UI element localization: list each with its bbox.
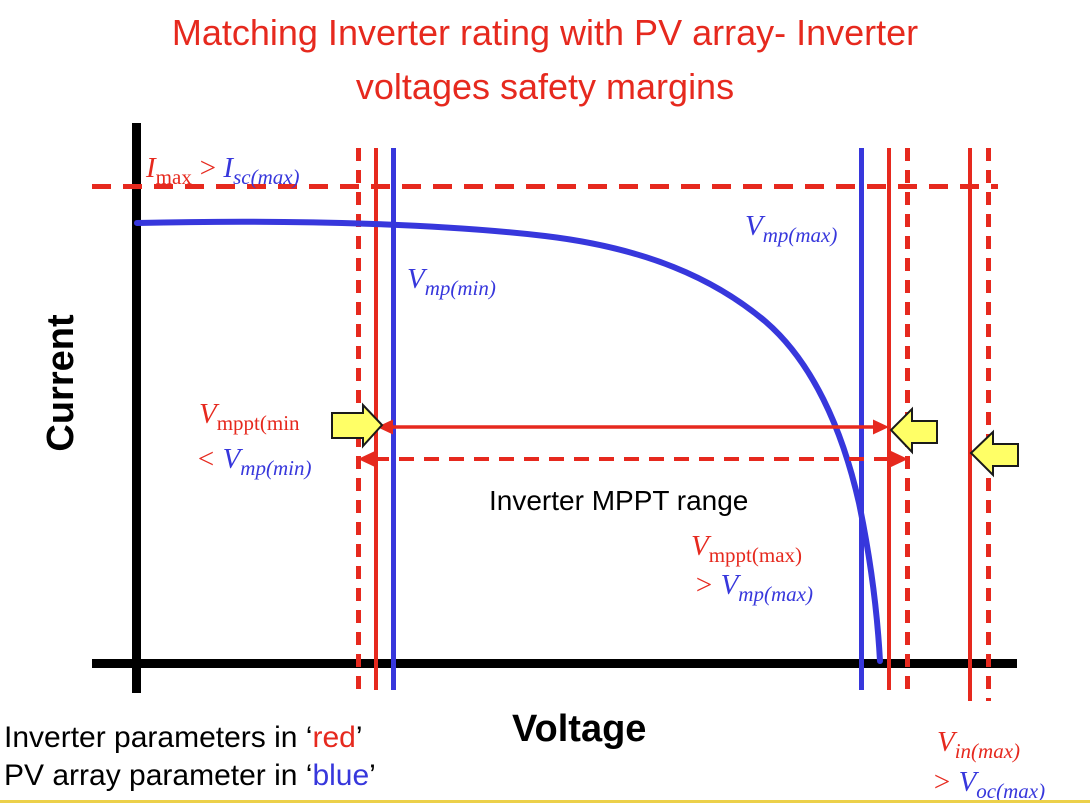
vmppt-min-base: V	[199, 398, 217, 430]
mppt-margin-dashed-arrow	[358, 450, 908, 468]
vmppt-min-label-line2: < Vmp(min)	[196, 443, 311, 478]
vmppt-max-label-line2: > Vmp(max)	[694, 569, 813, 604]
legend-line-1-word: red	[312, 721, 356, 754]
vmp-max-sub: mp(max)	[762, 222, 838, 247]
vmp-min-sub: mp(min)	[424, 275, 496, 300]
imax-operator: >	[197, 152, 218, 184]
legend-line-2-prefix: PV array parameter in ‘	[4, 759, 313, 792]
x-axis	[92, 659, 1017, 668]
isc-base: I	[223, 152, 234, 184]
vmp-min-vline	[391, 148, 396, 690]
vmppt-max-vline	[887, 148, 891, 690]
vmp-max2-base: V	[720, 569, 739, 601]
slide-title: Matching Inverter rating with PV array- …	[0, 6, 1090, 114]
vmppt-max-base: V	[691, 530, 709, 562]
x-axis-label: Voltage	[512, 708, 647, 750]
vmp-max-vline	[859, 148, 864, 690]
mppt-range-label: Inverter MPPT range	[489, 485, 749, 516]
vmp-min-base: V	[407, 263, 425, 295]
legend-line-2-suffix: ’	[369, 759, 376, 792]
isc-sub: sc(max)	[233, 164, 300, 189]
vmppt-min-label: Vmppt(min	[199, 398, 300, 433]
vin-max-operator: >	[932, 766, 952, 798]
vmppt-max-label: Vmppt(max)	[691, 530, 802, 565]
vmppt-min-operator: <	[196, 443, 216, 475]
vmp-max-label: Vmp(max)	[745, 210, 837, 245]
vin-max-label-line2: > Voc(max)	[932, 766, 1045, 801]
block-arrow-right-icon	[331, 402, 384, 449]
y-axis	[132, 123, 141, 693]
imax-limit-dashed-line	[92, 184, 998, 189]
block-arrow-left-icon-2	[969, 429, 1019, 478]
block-arrow-left-icon	[889, 406, 938, 455]
vin-max-vline	[968, 148, 972, 701]
vin-max-base: V	[937, 726, 955, 758]
slide-title-line-2: voltages safety margins	[355, 66, 735, 107]
vmp-max2-sub: mp(max)	[738, 581, 813, 606]
legend-line-1-suffix: ’	[355, 721, 363, 754]
legend-line-2-word: blue	[312, 759, 370, 792]
slide-title-line-1: Matching Inverter rating with PV array- …	[171, 12, 919, 53]
vmp-min-label: Vmp(min)	[407, 263, 496, 298]
margin-dashed-vline-right	[986, 148, 991, 701]
imax-base: I	[146, 152, 156, 184]
legend-line-2: PV array parameter in ‘blue’	[4, 759, 376, 793]
slide-bottom-rule	[0, 800, 1090, 803]
vmp-min2-sub: mp(min)	[240, 455, 312, 480]
vin-max-label: Vin(max)	[937, 726, 1020, 761]
voc-max-sub: oc(max)	[976, 778, 1046, 803]
legend-line-1-prefix: Inverter parameters in ‘	[4, 721, 313, 754]
vmppt-min-sub: mppt(min	[216, 410, 300, 435]
vin-max-sub: in(max)	[954, 738, 1021, 763]
vmppt-max-sub: mppt(max)	[708, 542, 803, 567]
imax-label: Imax > Isc(max)	[146, 152, 300, 187]
mppt-range-solid-arrow	[377, 419, 889, 435]
vmp-max-base: V	[745, 210, 763, 242]
voc-max-base: V	[958, 766, 977, 798]
vmp-min2-base: V	[222, 443, 241, 475]
vmppt-max-operator: >	[694, 569, 714, 601]
imax-sub: max	[155, 164, 192, 189]
pv-iv-curve	[134, 218, 883, 664]
legend-line-1: Inverter parameters in ‘red’	[4, 721, 362, 755]
